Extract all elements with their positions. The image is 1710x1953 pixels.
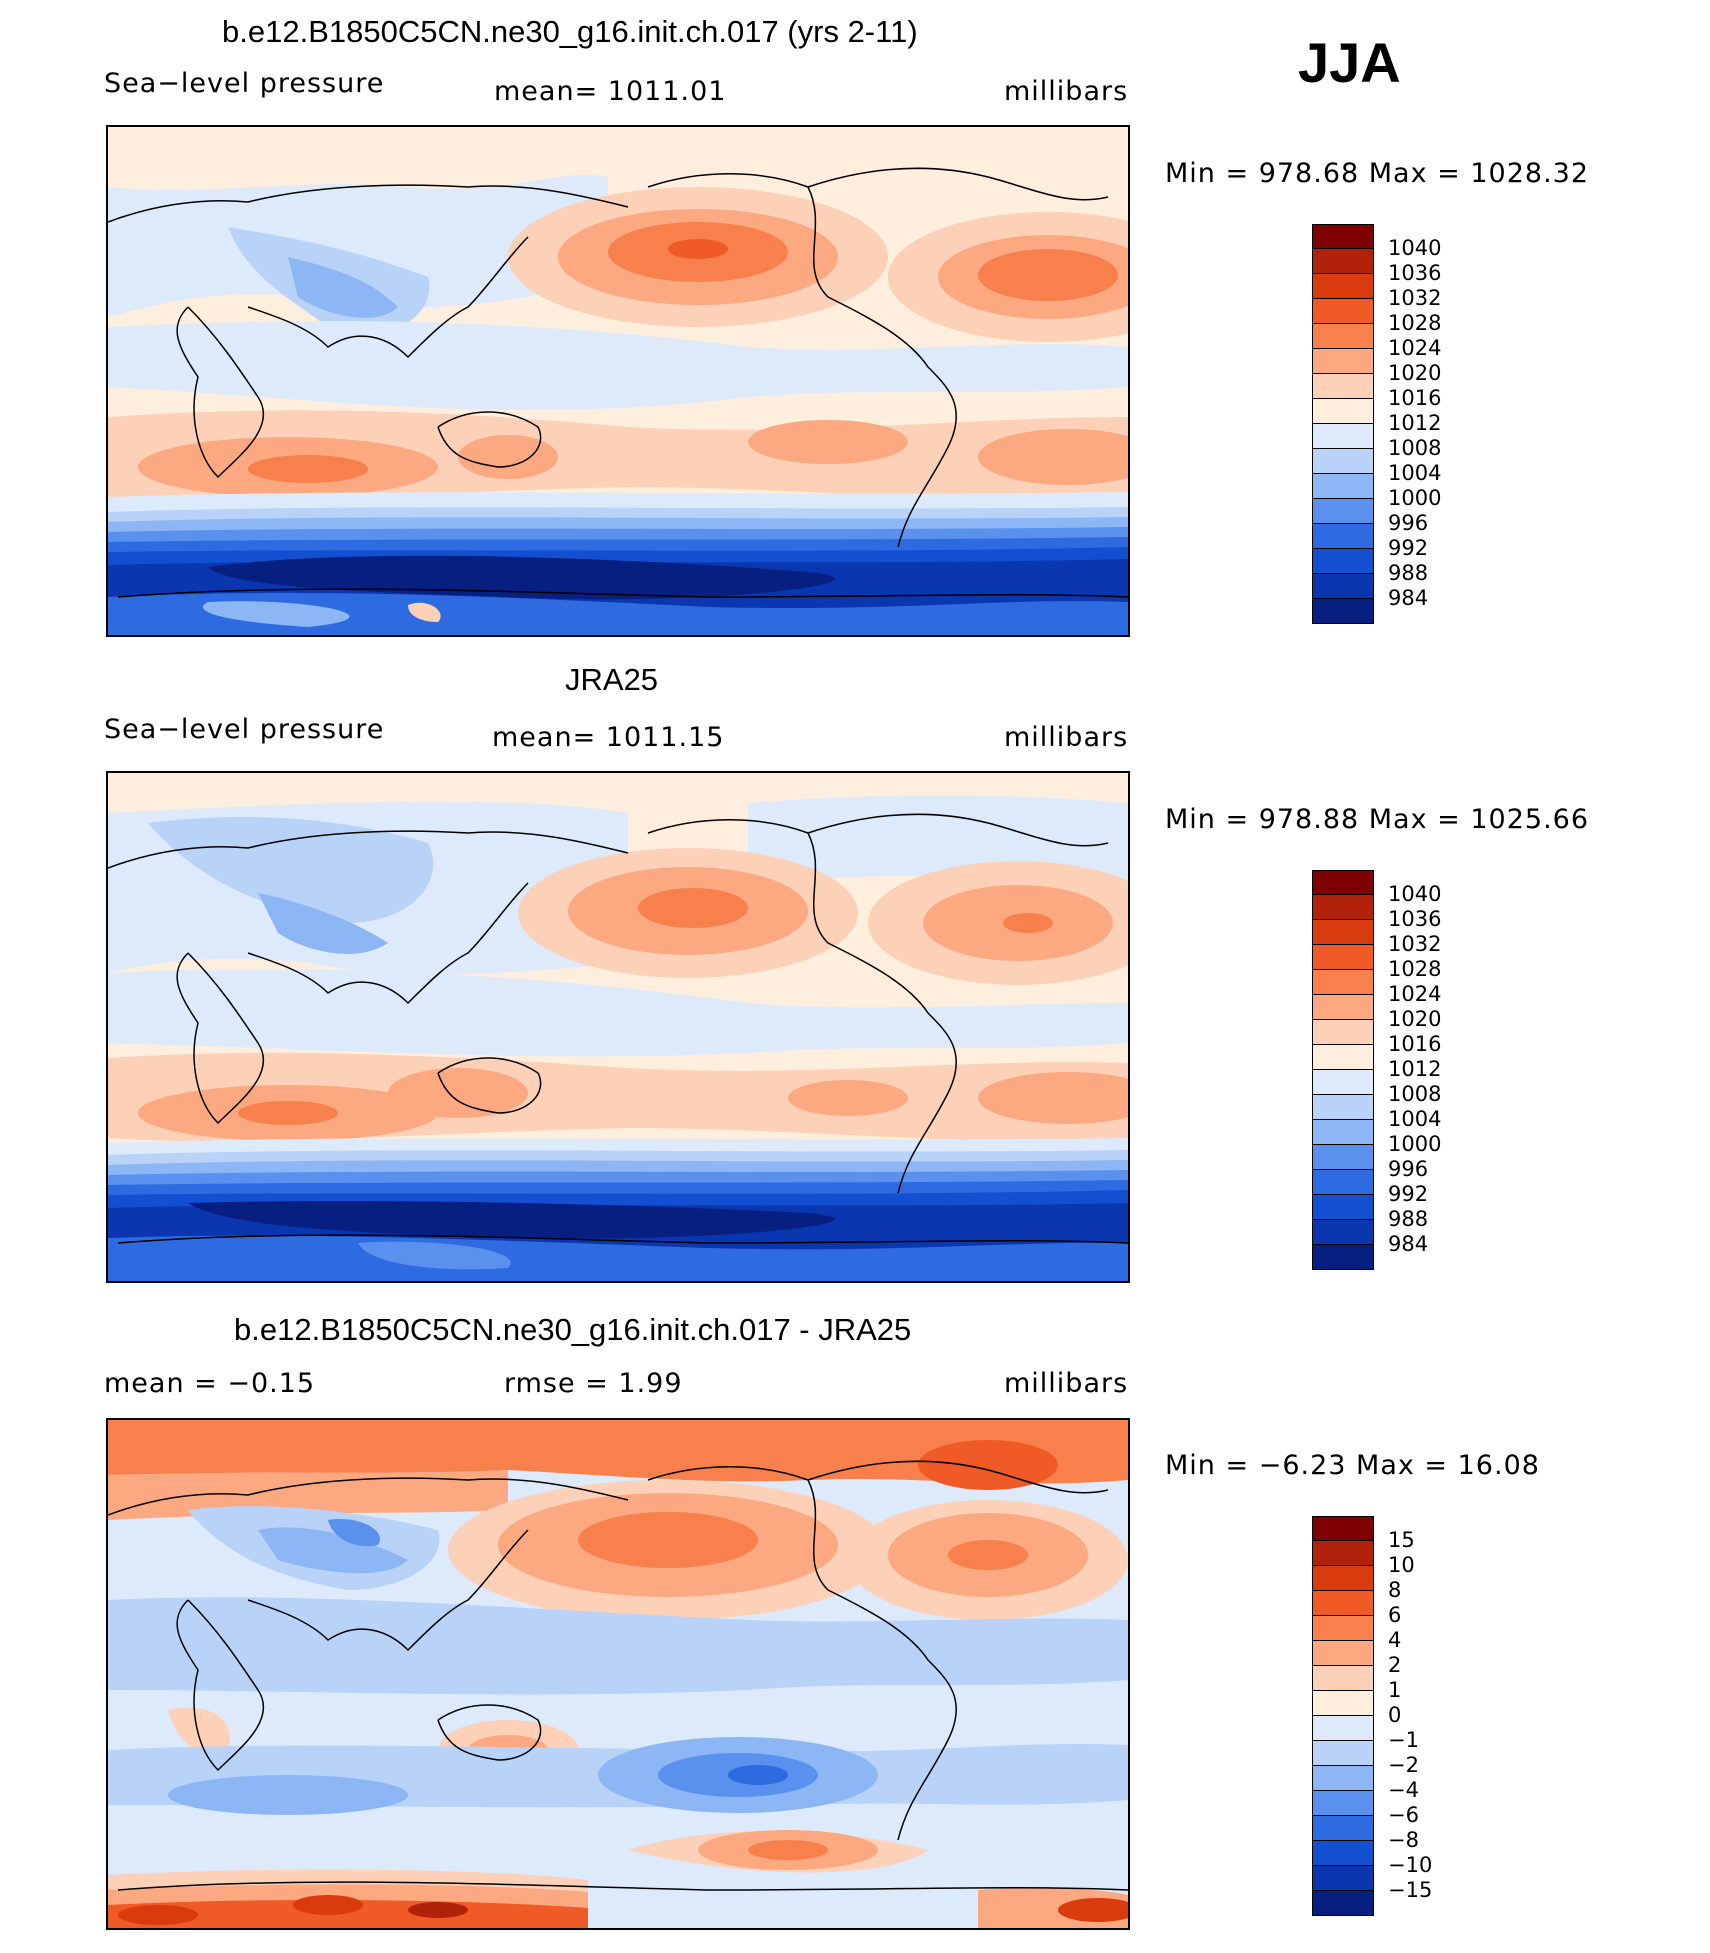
colorbar-label: 1004 — [1388, 461, 1442, 485]
colorbar-label: 1012 — [1388, 411, 1442, 435]
panel-2-variable-label: Sea−level pressure — [104, 714, 385, 745]
colorbar-label: 992 — [1388, 536, 1429, 560]
colorbar-label: 1040 — [1388, 882, 1442, 906]
panel-2-units-label: millibars — [1004, 722, 1129, 753]
panel-3-title: b.e12.B1850C5CN.ne30_g16.init.ch.017 - J… — [234, 1312, 912, 1347]
colorbar-label: 1032 — [1388, 286, 1442, 310]
colorbar-label: 984 — [1388, 586, 1429, 610]
colorbar-label: 1000 — [1388, 1132, 1442, 1156]
colorbar-label: −8 — [1388, 1828, 1419, 1852]
colorbar-label: 1000 — [1388, 486, 1442, 510]
panel-3-rmse-label: rmse = 1.99 — [504, 1368, 683, 1399]
panel-3-minmax: Min = −6.23 Max = 16.08 — [1165, 1450, 1540, 1481]
colorbar-label: 1004 — [1388, 1107, 1442, 1131]
panel-1-colorbar — [1312, 224, 1374, 624]
colorbar-label: 15 — [1388, 1528, 1415, 1552]
panel-3-colorbar — [1312, 1516, 1374, 1916]
colorbar-label: 1020 — [1388, 1007, 1442, 1031]
panel-3-mean-label: mean = −0.15 — [104, 1368, 316, 1399]
colorbar-label: 1 — [1388, 1678, 1402, 1702]
colorbar-label: 996 — [1388, 511, 1429, 535]
panel-1-mean-label: mean= 1011.01 — [494, 76, 727, 107]
colorbar-label: −2 — [1388, 1753, 1419, 1777]
panel-3-units-label: millibars — [1004, 1368, 1129, 1399]
colorbar-label: 6 — [1388, 1603, 1402, 1627]
colorbar-label: 1036 — [1388, 261, 1442, 285]
panel-1-variable-label: Sea−level pressure — [104, 68, 385, 99]
panel-3-map — [106, 1418, 1130, 1930]
panel-1-title: b.e12.B1850C5CN.ne30_g16.init.ch.017 (yr… — [222, 14, 918, 49]
colorbar-label: 8 — [1388, 1578, 1402, 1602]
colorbar-label: 10 — [1388, 1553, 1415, 1577]
panel-2-mean-label: mean= 1011.15 — [492, 722, 725, 753]
colorbar-label: 4 — [1388, 1628, 1402, 1652]
colorbar-label: 1016 — [1388, 1032, 1442, 1056]
colorbar-label: −4 — [1388, 1778, 1419, 1802]
panel-1-minmax: Min = 978.68 Max = 1028.32 — [1165, 158, 1590, 189]
colorbar-label: −10 — [1388, 1853, 1433, 1877]
colorbar-label: 988 — [1388, 1207, 1429, 1231]
panel-2-title: JRA25 — [565, 662, 659, 697]
panel-2-minmax: Min = 978.88 Max = 1025.66 — [1165, 804, 1590, 835]
colorbar-label: 992 — [1388, 1182, 1429, 1206]
panel-2-map — [106, 771, 1130, 1283]
colorbar-label: 1024 — [1388, 336, 1442, 360]
colorbar-label: 1012 — [1388, 1057, 1442, 1081]
colorbar-label: 1036 — [1388, 907, 1442, 931]
colorbar-label: −15 — [1388, 1878, 1433, 1902]
colorbar-label: 1032 — [1388, 932, 1442, 956]
colorbar-label: 0 — [1388, 1703, 1402, 1727]
panel-1-map — [106, 125, 1130, 637]
colorbar-label: 1028 — [1388, 957, 1442, 981]
colorbar-label: 1040 — [1388, 236, 1442, 260]
colorbar-label: 1024 — [1388, 982, 1442, 1006]
colorbar-label: 1028 — [1388, 311, 1442, 335]
colorbar-label: 1020 — [1388, 361, 1442, 385]
season-label: JJA — [1298, 31, 1401, 94]
colorbar-label: 988 — [1388, 561, 1429, 585]
colorbar-label: 1008 — [1388, 436, 1442, 460]
panel-2-colorbar — [1312, 870, 1374, 1270]
colorbar-label: 2 — [1388, 1653, 1402, 1677]
colorbar-label: −1 — [1388, 1728, 1419, 1752]
colorbar-label: 996 — [1388, 1157, 1429, 1181]
colorbar-label: 1016 — [1388, 386, 1442, 410]
colorbar-label: 1008 — [1388, 1082, 1442, 1106]
colorbar-label: −6 — [1388, 1803, 1419, 1827]
panel-1-units-label: millibars — [1004, 76, 1129, 107]
colorbar-label: 984 — [1388, 1232, 1429, 1256]
